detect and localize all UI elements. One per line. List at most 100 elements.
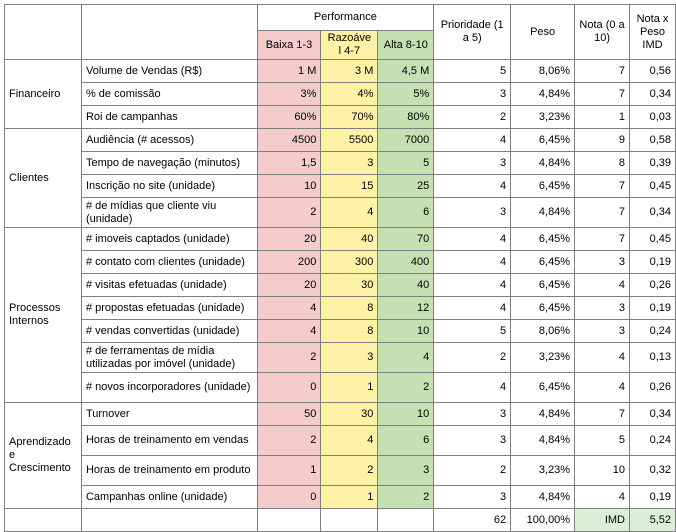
mid-value-cell: 2: [320, 455, 379, 486]
weight-cell: 6,45%: [510, 250, 576, 274]
grade-weight-cell: 0,34: [628, 402, 676, 426]
grade-weight-cell: 0,56: [628, 59, 676, 83]
indicator-cell: # propostas efetuadas (unidade): [80, 296, 258, 320]
table-row: Tempo de navegação (minutos) 1,5 3 5 3 4,84% 8…: [5, 151, 676, 175]
weight-cell: 4,84%: [510, 402, 576, 426]
indicator-cell: # novos incorporadores (unidade): [80, 372, 258, 403]
grade-cell: 4: [574, 485, 630, 509]
weight-cell: 4,84%: [510, 197, 576, 228]
indicator-cell: Horas de treinamento em vendas: [80, 425, 258, 456]
high-value-cell: 400: [377, 250, 435, 274]
grade-cell: 4: [574, 273, 630, 297]
indicator-cell: # imoveis captados (unidade): [80, 227, 258, 251]
priority-cell: 5: [433, 319, 512, 343]
category-label: Aprendizado e Crescimento: [4, 402, 82, 509]
indicator-cell: Tempo de navegação (minutos): [80, 151, 258, 175]
table-row: # vendas convertidas (unidade) 4 8 10 5 8,06%…: [5, 319, 676, 343]
high-value-cell: 4,5 M: [377, 59, 435, 83]
weight-cell: 3,23%: [510, 342, 576, 373]
weight-cell: 8,06%: [510, 59, 576, 83]
grade-weight-header: Nota x Peso IMD: [628, 4, 676, 60]
grade-cell: 1: [574, 105, 630, 129]
grade-cell: 7: [574, 59, 630, 83]
indicator-cell: Inscrição no site (unidade): [80, 174, 258, 198]
mid-value-cell: 40: [320, 227, 379, 251]
priority-cell: 4: [433, 128, 512, 152]
table-body: Performance Prioridade (1 a 5) Peso Nota…: [4, 4, 676, 532]
table-row: Clientes Audiência (# acessos) 4500 5500 700…: [4, 128, 676, 228]
weight-cell: 4,84%: [510, 151, 576, 175]
grade-weight-cell: 0,19: [628, 250, 676, 274]
indicator-cell: # visitas efetuadas (unidade): [80, 273, 258, 297]
grade-cell: 7: [574, 82, 630, 106]
low-value-cell: 1: [256, 455, 322, 486]
grade-cell: 3: [574, 319, 630, 343]
grade-header: Nota (0 a 10): [574, 4, 630, 60]
totals-empty-cell: [320, 508, 379, 532]
weight-cell: 6,45%: [510, 273, 576, 297]
grade-weight-cell: 0,34: [628, 197, 676, 228]
grade-weight-cell: 0,19: [628, 485, 676, 509]
mid-value-cell: 30: [320, 402, 379, 426]
mid-header: Razoáve l 4-7: [320, 30, 379, 60]
high-value-cell: 4: [377, 342, 435, 373]
table-row: # visitas efetuadas (unidade) 20 30 40 4 6,45…: [5, 273, 676, 297]
priority-cell: 4: [433, 174, 512, 198]
grade-cell: 4: [574, 372, 630, 403]
mid-value-cell: 8: [320, 319, 379, 343]
grade-cell: 4: [574, 342, 630, 373]
totals-row: 62 100,00% IMD 5,52: [4, 508, 676, 532]
kpi-table: Performance Prioridade (1 a 5) Peso Nota…: [4, 4, 676, 532]
total-priority-cell: 62: [433, 508, 512, 532]
imd-label-cell: IMD: [574, 508, 630, 532]
mid-value-cell: 300: [320, 250, 379, 274]
high-value-cell: 6: [377, 197, 435, 228]
grade-weight-cell: 0,24: [628, 319, 676, 343]
table-row: # novos incorporadores (unidade) 0 1 2 4 6,45…: [5, 372, 676, 403]
priority-cell: 3: [433, 425, 512, 456]
priority-cell: 2: [433, 455, 512, 486]
grade-cell: 3: [574, 250, 630, 274]
grade-weight-cell: 0,03: [628, 105, 676, 129]
totals-empty-cell: [80, 508, 258, 532]
high-header: Alta 8-10: [377, 30, 435, 60]
high-value-cell: 12: [377, 296, 435, 320]
grade-cell: 7: [574, 197, 630, 228]
weight-cell: 6,45%: [510, 174, 576, 198]
low-header: Baixa 1-3: [256, 30, 322, 60]
mid-value-cell: 15: [320, 174, 379, 198]
weight-cell: 4,84%: [510, 485, 576, 509]
high-value-cell: 10: [377, 402, 435, 426]
indicator-cell: # contato com clientes (unidade): [80, 250, 258, 274]
header-row-2: Baixa 1-3 Razoáve l 4-7 Alta 8-10: [5, 30, 676, 60]
weight-cell: 6,45%: [510, 128, 576, 152]
weight-cell: 3,23%: [510, 455, 576, 486]
priority-cell: 4: [433, 273, 512, 297]
weight-cell: 6,45%: [510, 296, 576, 320]
table-row: Horas de treinamento em produto 1 2 3 2 3,23%…: [5, 455, 676, 486]
high-value-cell: 5%: [377, 82, 435, 106]
low-value-cell: 200: [256, 250, 322, 274]
grade-weight-cell: 0,26: [628, 372, 676, 403]
mid-value-cell: 3 M: [320, 59, 379, 83]
priority-header: Prioridade (1 a 5): [433, 4, 512, 60]
grade-weight-cell: 0,34: [628, 82, 676, 106]
indicator-cell: Campanhas online (unidade): [80, 485, 258, 509]
grade-weight-cell: 0,24: [628, 425, 676, 456]
table-row: # propostas efetuadas (unidade) 4 8 12 4 6,45…: [5, 296, 676, 320]
low-value-cell: 20: [256, 227, 322, 251]
priority-cell: 5: [433, 59, 512, 83]
priority-cell: 3: [433, 485, 512, 509]
grade-cell: 7: [574, 174, 630, 198]
mid-value-cell: 4: [320, 425, 379, 456]
low-value-cell: 1,5: [256, 151, 322, 175]
mid-value-cell: 30: [320, 273, 379, 297]
empty-corner-cell: [4, 4, 82, 60]
mid-value-cell: 8: [320, 296, 379, 320]
table-row: # contato com clientes (unidade) 200 300 40…: [5, 250, 676, 274]
category-label: Clientes: [4, 128, 82, 228]
table-row: Roi de campanhas 60% 70% 80% 2 3,23% 1 0,03: [5, 105, 676, 129]
high-value-cell: 80%: [377, 105, 435, 129]
grade-cell: 8: [574, 151, 630, 175]
high-value-cell: 2: [377, 485, 435, 509]
